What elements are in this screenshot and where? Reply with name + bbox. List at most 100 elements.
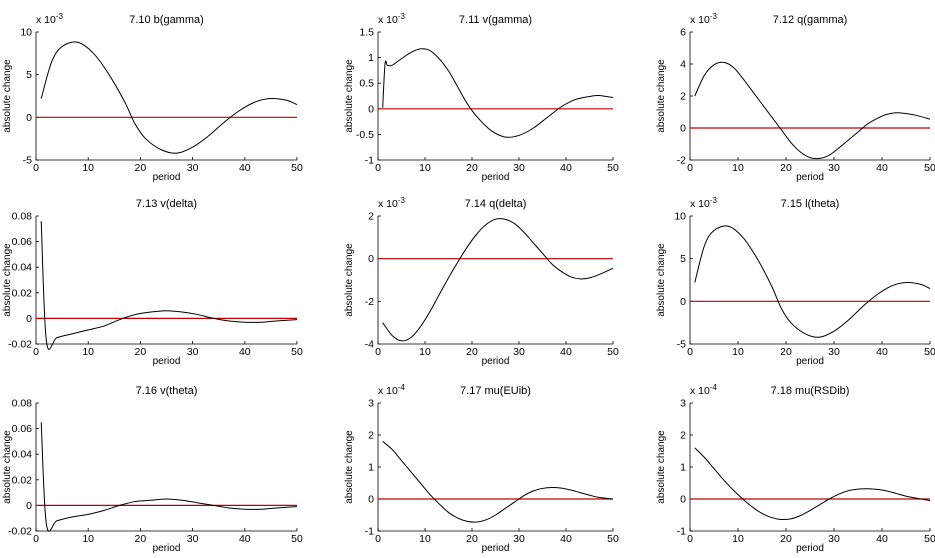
x-tick-label: 10 [82, 346, 94, 358]
exponent-power: -4 [710, 383, 718, 392]
y-tick-label: -0.02 [8, 339, 32, 351]
x-tick-label: 30 [513, 346, 525, 358]
subplot-title: 7.15 l(theta) [781, 198, 840, 210]
subplot-8: 7.17 mu(EUib)0 10 20 30 40 50-10123periodabso… [344, 383, 619, 554]
axes-frame [35, 32, 297, 161]
y-tick-label: 10 [20, 27, 32, 39]
y-tick-label: 3 [368, 398, 374, 410]
x-tick-label: 20 [135, 533, 147, 545]
y-tick-label: 0.02 [12, 474, 33, 486]
y-tick-label: 0 [368, 253, 374, 265]
y-tick-label: -2 [677, 155, 686, 167]
y-tick-label: 0 [680, 494, 686, 506]
y-tick-label: 6 [680, 27, 686, 39]
x-tick-label: 30 [513, 162, 525, 174]
x-tick-label: 10 [732, 346, 744, 358]
subplot-5: 7.14 q(delta) 0 10 20 30 40 50 -4 -2 0 2 period abso… [344, 196, 619, 367]
y-tick-label: 1 [680, 462, 686, 474]
exponent-power: -3 [398, 12, 406, 21]
y-axis-label: absolute change [2, 430, 13, 504]
x-tick-label: 0 [375, 162, 381, 174]
x-tick-label: 0 [33, 346, 39, 358]
y-tick-label: 0 [26, 500, 32, 512]
axes-frame [689, 32, 930, 161]
subplot-4: 7.13 v(delta)0 10 20 30 40 50-0.0200.020.040.… [2, 198, 303, 367]
x-axis-label: period [153, 356, 181, 367]
x-tick-label: 50 [924, 162, 935, 174]
y-axis-label: absolute change [2, 59, 13, 133]
exponent-base: x 10 [690, 14, 710, 26]
subplot-title: 7.11 v(gamma) [459, 14, 532, 26]
y-tick-label: 0.04 [12, 449, 33, 461]
subplot-title: 7.16 v(theta) [136, 385, 198, 397]
y-tick-label: 0 [368, 103, 374, 115]
axes-frame [35, 216, 297, 345]
y-axis-label: absolute change [2, 243, 13, 317]
x-tick-label: 30 [187, 533, 199, 545]
axes-frame [377, 403, 613, 532]
y-tick-label: -0.02 [8, 526, 32, 538]
x-tick-label: 0 [33, 162, 39, 174]
y-tick-label: 0 [368, 494, 374, 506]
series-line [694, 225, 931, 338]
x-tick-label: 0 [375, 533, 381, 545]
axes-frame [377, 216, 613, 345]
x-tick-label: 0 [33, 533, 39, 545]
y-tick-label: 4 [680, 59, 686, 71]
subplot-6: 7.15 l(theta)0 10 20 30 40 50-50510periodabso… [656, 196, 935, 367]
subplot-title: 7.18 mu(RSDib) [771, 385, 850, 397]
x-tick-label: 10 [732, 162, 744, 174]
y-tick-label: 0 [680, 123, 686, 135]
x-tick-label: 30 [187, 346, 199, 358]
y-tick-label: -1 [365, 526, 374, 538]
y-tick-label: 3 [680, 398, 686, 410]
x-tick-label: 20 [135, 162, 147, 174]
y-tick-label: 1 [368, 52, 374, 64]
x-tick-label: 0 [687, 533, 693, 545]
x-tick-label: 40 [560, 533, 572, 545]
y-axis-label: absolute change [344, 243, 355, 317]
y-tick-label: 0.5 [359, 78, 374, 90]
x-tick-label: 20 [135, 346, 147, 358]
x-tick-label: 20 [466, 346, 478, 358]
x-tick-label: 30 [828, 162, 840, 174]
axis-exponent: x 10-4 [378, 383, 406, 397]
exponent-power: -3 [710, 196, 718, 205]
series-line [694, 447, 931, 521]
axes-frame [689, 216, 930, 345]
series-line [40, 221, 298, 350]
x-axis-label: period [153, 543, 181, 554]
y-axis-label: absolute change [656, 430, 667, 504]
y-tick-label: 0.06 [12, 423, 33, 435]
y-axis-label: absolute change [344, 59, 355, 133]
y-tick-label: 0 [680, 296, 686, 308]
exponent-base: x 10 [690, 385, 710, 397]
x-tick-label: 0 [375, 346, 381, 358]
y-tick-label: -0.5 [356, 129, 374, 141]
series-line [694, 61, 931, 160]
x-axis-label: period [796, 356, 824, 367]
series-line [40, 41, 298, 154]
x-tick-label: 40 [876, 346, 888, 358]
x-tick-label: 20 [466, 162, 478, 174]
x-tick-label: 10 [732, 533, 744, 545]
series-line [382, 441, 614, 523]
x-axis-label: period [482, 543, 510, 554]
x-tick-label: 40 [239, 533, 251, 545]
axis-exponent: x 10-3 [36, 12, 64, 26]
y-tick-label: 0.08 [12, 398, 33, 410]
axis-exponent: x 10-3 [378, 196, 406, 210]
x-tick-label: 30 [187, 162, 199, 174]
y-tick-label: 5 [26, 69, 32, 81]
x-tick-label: 50 [607, 533, 619, 545]
y-tick-label: 1 [368, 462, 374, 474]
subplot-title: 7.13 v(delta) [136, 198, 197, 210]
x-tick-label: 50 [607, 162, 619, 174]
x-tick-label: 0 [687, 162, 693, 174]
x-tick-label: 40 [239, 162, 251, 174]
x-tick-label: 50 [291, 346, 303, 358]
exponent-power: -4 [398, 383, 406, 392]
exponent-power: -3 [56, 12, 64, 21]
axis-exponent: x 10-3 [690, 196, 718, 210]
